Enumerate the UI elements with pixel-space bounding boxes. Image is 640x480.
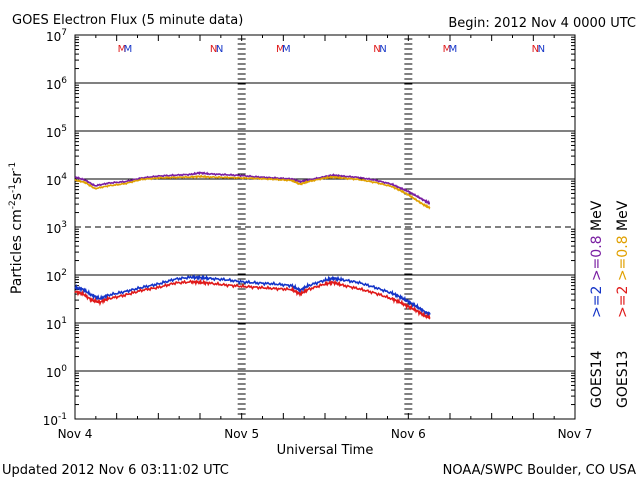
y-tick-label: 106	[46, 76, 67, 92]
x-tick-labels: Nov 4 Nov 5 Nov 6 Nov 7	[58, 427, 593, 441]
event-marker: M	[124, 44, 133, 55]
y-tick-label: 103	[46, 220, 67, 236]
y-label-part: s	[9, 193, 25, 200]
series-line	[74, 273, 431, 318]
legend-column: >=2 >=0.8 MeV	[615, 200, 631, 318]
series-line	[74, 174, 431, 210]
event-marker: N	[538, 44, 545, 55]
chart-title: GOES Electron Flux (5 minute data)	[12, 13, 243, 28]
event-marker: M	[443, 44, 452, 55]
y-tick-label: 10-1	[43, 412, 67, 428]
y-tick-label: 107	[46, 28, 67, 44]
x-tick-label: Nov 6	[391, 427, 426, 441]
begin-label: Begin: 2012 Nov 4 0000 UTC	[448, 16, 636, 31]
series-lines	[74, 171, 431, 320]
event-marker: M	[276, 44, 285, 55]
y-label-part: Particles cm	[9, 209, 25, 294]
y-tick-label: 104	[46, 172, 67, 188]
y-tick-label: 100	[46, 364, 67, 380]
y-label-part: sr	[9, 171, 25, 184]
event-marker: N	[379, 44, 386, 55]
x-tick-label: Nov 7	[558, 427, 593, 441]
event-marker: N	[210, 44, 217, 55]
y-tick-label: 102	[46, 268, 67, 284]
y-label-sup: -2	[8, 200, 18, 209]
source-credit: NOAA/SWPC Boulder, CO USA	[443, 463, 636, 478]
y-tick-labels: 107 106 105 104 103 102 101 100 10-1	[43, 28, 68, 428]
event-marker: M	[282, 44, 291, 55]
plot-grid	[74, 34, 576, 420]
event-marker: M	[118, 44, 127, 55]
event-marker: N	[373, 44, 380, 55]
event-marker: N	[532, 44, 539, 55]
y-label-sup: -1	[8, 184, 18, 193]
y-label-sup: -1	[8, 162, 18, 171]
y-tick-label: 101	[46, 316, 67, 332]
x-tick-label: Nov 4	[58, 427, 93, 441]
series-line	[74, 171, 431, 205]
event-marker: N	[216, 44, 223, 55]
series-line	[74, 278, 431, 320]
updated-timestamp: Updated 2012 Nov 6 03:11:02 UTC	[2, 463, 229, 478]
y-axis-label: Particles cm-2s-1sr-1	[8, 162, 25, 294]
y-tick-label: 105	[46, 124, 67, 140]
x-axis-label: Universal Time	[277, 443, 374, 458]
event-marker: M	[449, 44, 458, 55]
satellite-label: GOES14	[589, 350, 605, 408]
satellite-label: GOES13	[615, 351, 631, 408]
x-tick-label: Nov 5	[224, 427, 259, 441]
event-markers: MM NN MM NN MM NN	[118, 44, 545, 55]
legend: >=2 >=0.8 MeV >=2 >=0.8 MeV GOES14 GOES13	[589, 200, 631, 408]
legend-column: >=2 >=0.8 MeV	[589, 200, 605, 318]
